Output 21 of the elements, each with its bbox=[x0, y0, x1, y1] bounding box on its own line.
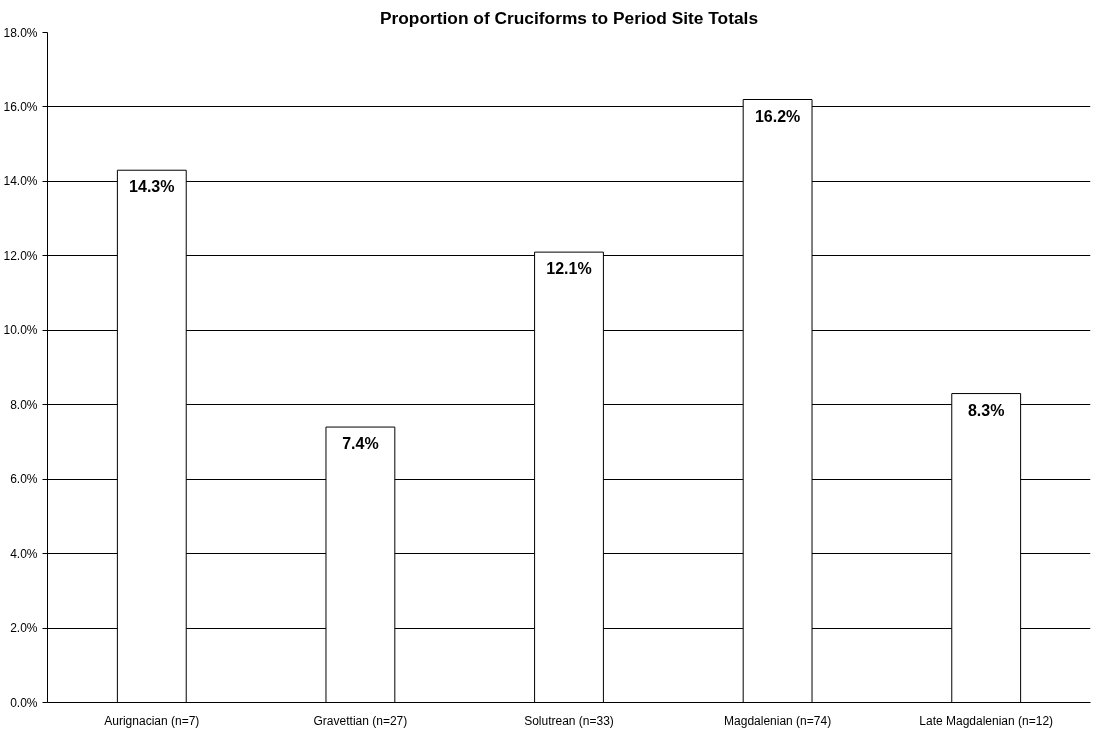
x-tick-label: Magdalenian (n=74) bbox=[724, 713, 832, 728]
data-label: 16.2% bbox=[754, 107, 801, 125]
y-tick-label: 16.0% bbox=[3, 99, 38, 114]
data-label: 14.3% bbox=[129, 178, 175, 196]
chart-title: Proportion of Cruciforms to Period Site Totals bbox=[379, 7, 759, 28]
x-tick-label: Aurignacian (n=7) bbox=[104, 713, 200, 728]
y-tick-label: 10.0% bbox=[3, 323, 38, 338]
x-tick-label: Gravettian (n=27) bbox=[313, 713, 408, 728]
y-tick-label: 6.0% bbox=[10, 472, 38, 487]
y-tick-label: 12.0% bbox=[3, 248, 38, 263]
y-tick-label: 14.0% bbox=[3, 174, 38, 189]
y-tick-label: 8.0% bbox=[10, 397, 38, 412]
x-tick-label: Late Magdalenian (n=12) bbox=[919, 713, 1054, 728]
y-tick-label: 2.0% bbox=[10, 621, 38, 636]
data-label: 12.1% bbox=[546, 260, 592, 278]
data-label: 8.3% bbox=[967, 401, 1005, 419]
y-tick-label: 4.0% bbox=[10, 546, 38, 561]
y-tick-label: 18.0% bbox=[3, 25, 38, 40]
y-tick-label: 0.0% bbox=[10, 695, 38, 710]
x-tick-label: Solutrean (n=33) bbox=[524, 713, 614, 728]
data-label: 7.4% bbox=[342, 435, 379, 453]
